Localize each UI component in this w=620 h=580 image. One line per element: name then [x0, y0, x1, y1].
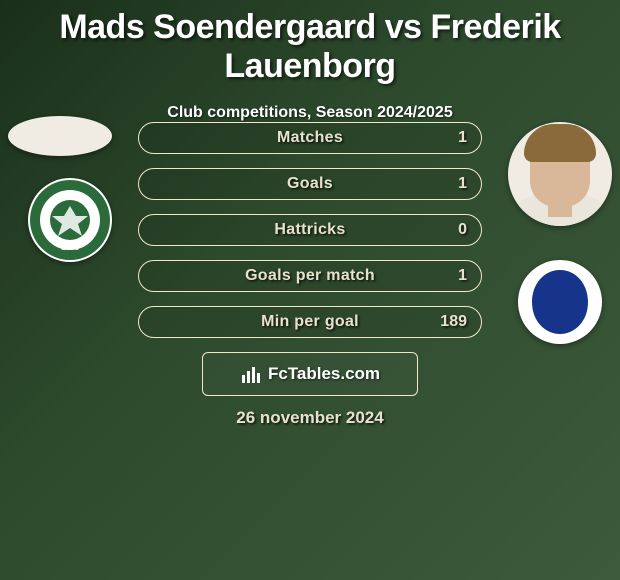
page-title: Mads Soendergaard vs Frederik Lauenborg [0, 0, 620, 86]
stat-value-right: 189 [440, 313, 467, 331]
stat-row: Min per goal 189 [138, 306, 482, 338]
stat-value-right: 0 [458, 221, 467, 239]
brand-text: FcTables.com [268, 364, 380, 384]
club-right-badge [518, 260, 602, 344]
stat-row: Goals per match 1 [138, 260, 482, 292]
stat-value-right: 1 [458, 267, 467, 285]
stat-label: Hattricks [274, 221, 345, 239]
club-left-badge: 1896 [28, 178, 112, 262]
player-right-portrait [508, 122, 612, 226]
stat-label: Goals [287, 175, 333, 193]
stat-label: Matches [277, 129, 343, 147]
stat-row: Hattricks 0 [138, 214, 482, 246]
stat-value-right: 1 [458, 129, 467, 147]
stats-panel: Matches 1 Goals 1 Hattricks 0 Goals per … [138, 122, 482, 352]
stat-label: Goals per match [245, 267, 375, 285]
bars-icon [240, 363, 262, 385]
date-text: 26 november 2024 [236, 408, 383, 428]
stat-row: Goals 1 [138, 168, 482, 200]
svg-text:1896: 1896 [61, 243, 79, 252]
subtitle: Club competitions, Season 2024/2025 [0, 104, 620, 122]
brand-box: FcTables.com [202, 352, 418, 396]
stat-row: Matches 1 [138, 122, 482, 154]
stat-label: Min per goal [261, 313, 359, 331]
stat-value-right: 1 [458, 175, 467, 193]
player-left-portrait [8, 116, 112, 156]
